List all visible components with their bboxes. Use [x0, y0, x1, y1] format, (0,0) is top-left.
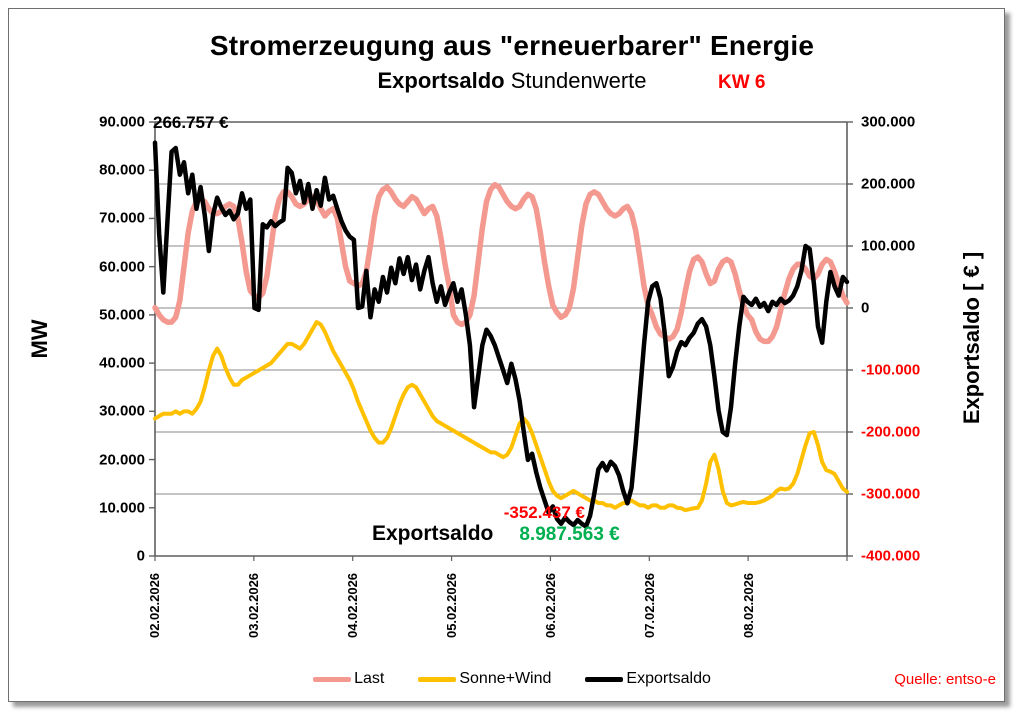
legend-label-sonne-wind: Sonne+Wind [459, 670, 552, 687]
x-axis-date-label: 07.02.2026 [641, 572, 657, 638]
left-axis-tick-label: 80.000 [99, 161, 145, 179]
legend-swatch-exportsaldo [585, 676, 624, 682]
left-axis-tick-label: 30.000 [99, 402, 145, 420]
left-axis-tick-label: 60.000 [99, 258, 145, 276]
legend-label-last: Last [354, 670, 385, 687]
left-axis-tick-label: 10.000 [99, 499, 145, 517]
annotation-min-value: -352.437 € [503, 503, 585, 522]
series-line-sonne-wind [153, 320, 849, 513]
legend-swatch-last [313, 676, 352, 682]
x-axis-date-label: 02.02.2026 [147, 572, 163, 638]
legend-item-sonne-wind: Sonne+Wind [418, 670, 551, 688]
source-note: Quelle: entso-e [894, 671, 996, 688]
x-axis-date-label: 08.02.2026 [740, 572, 756, 638]
annotation-sum: Exportsaldo 8.987.563 € [372, 522, 620, 546]
left-axis-tick-label: 50.000 [99, 306, 145, 324]
legend-item-last: Last [313, 670, 384, 688]
right-axis-title: Exportsaldo [ € ] [959, 251, 984, 425]
left-axis-title: MW [27, 319, 52, 359]
right-axis-tick-label: 300.000 [861, 113, 916, 131]
calendar-week-badge: KW 6 [718, 72, 766, 93]
right-axis-tick-label: 0 [861, 299, 870, 317]
right-axis-tick-label: -200.000 [861, 423, 921, 441]
x-axis-date-label: 06.02.2026 [542, 572, 558, 638]
legend-swatch-sonne-wind [418, 676, 457, 682]
legend-item-exportsaldo: Exportsaldo [585, 670, 711, 688]
series-line-exportsaldo [152, 140, 850, 529]
right-axis-tick-label: 100.000 [861, 237, 916, 255]
subtitle-bold: Exportsaldo [377, 68, 505, 93]
right-axis-tick-label: -300.000 [861, 485, 921, 503]
x-axis-date-label: 04.02.2026 [345, 572, 361, 638]
chart-title: Stromerzeugung aus "erneuerbarer" Energi… [209, 30, 815, 61]
x-axis-date-label: 05.02.2026 [444, 572, 460, 638]
chart-frame [8, 8, 1005, 702]
chart-subtitle: Exportsaldo Stundenwerte [0, 68, 1024, 94]
left-axis-tick-label: 20.000 [99, 451, 145, 469]
left-axis-tick-label: 70.000 [99, 209, 145, 227]
right-axis-tick-label: 200.000 [861, 175, 916, 193]
legend-label-exportsaldo: Exportsaldo [626, 670, 711, 687]
left-axis-tick-label: 90.000 [99, 113, 145, 131]
annotation-sum-label: Exportsaldo [372, 522, 494, 545]
right-axis-tick-label: -100.000 [861, 361, 921, 379]
legend: Last Sonne+Wind Exportsaldo [0, 670, 1024, 688]
annotation-first-value: 266.757 € [153, 113, 229, 132]
annotation-sum-value: 8.987.563 € [519, 524, 620, 545]
left-axis-tick-label: 0 [136, 547, 145, 565]
left-axis-tick-label: 40.000 [99, 354, 145, 372]
right-axis-tick-label: -400.000 [861, 547, 921, 565]
series-line-last [152, 181, 850, 345]
x-axis-date-label: 03.02.2026 [246, 572, 262, 638]
subtitle-regular: Stundenwerte [504, 68, 647, 93]
